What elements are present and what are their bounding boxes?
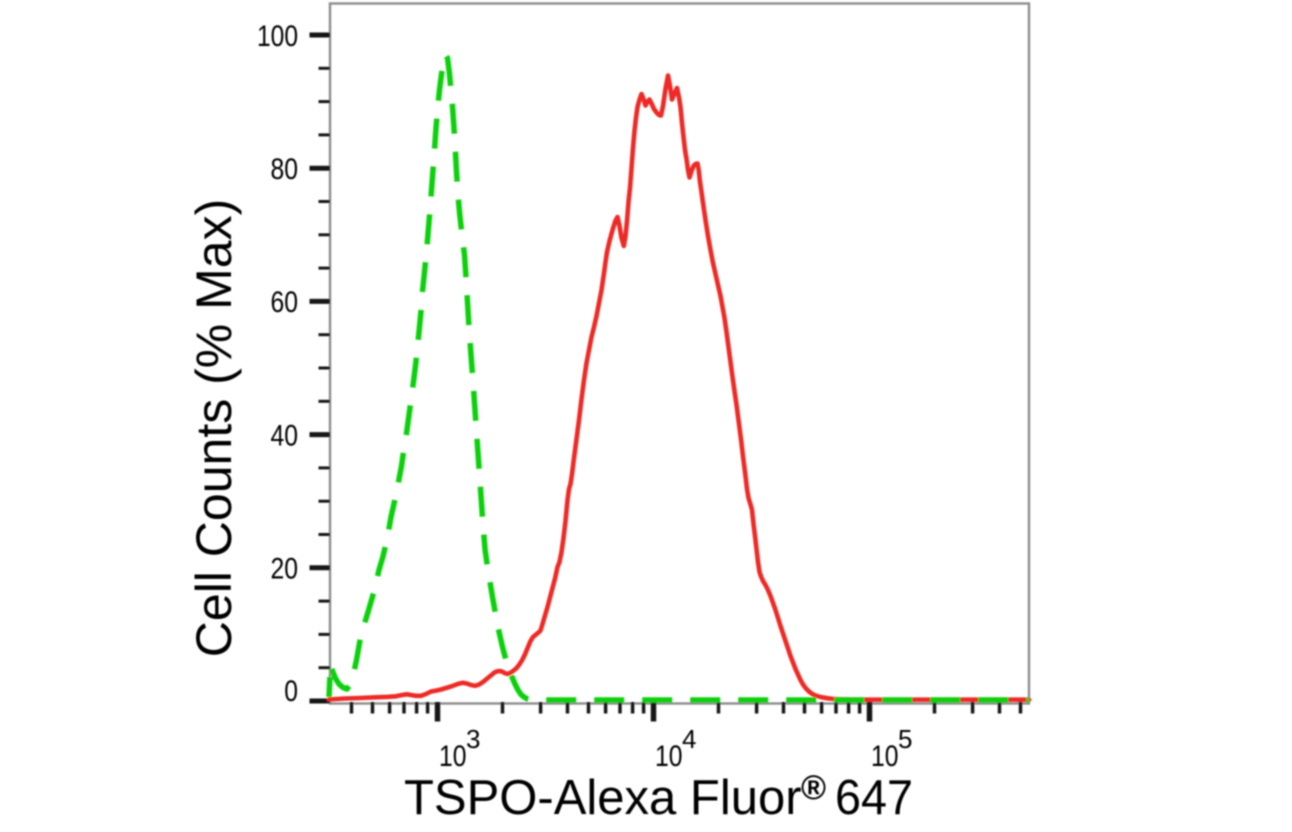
svg-text:®: ® bbox=[801, 769, 826, 807]
svg-text:40: 40 bbox=[271, 419, 299, 452]
svg-text:10: 10 bbox=[655, 740, 683, 773]
svg-text:3: 3 bbox=[466, 724, 480, 754]
svg-text:100: 100 bbox=[257, 20, 298, 53]
svg-text:647: 647 bbox=[835, 771, 913, 825]
svg-text:Cell Counts (% Max): Cell Counts (% Max) bbox=[186, 199, 242, 657]
svg-text:5: 5 bbox=[898, 724, 912, 754]
svg-text:20: 20 bbox=[271, 553, 299, 586]
svg-text:10: 10 bbox=[439, 740, 467, 773]
svg-text:TSPO-Alexa Fluor: TSPO-Alexa Fluor bbox=[404, 771, 802, 825]
svg-text:60: 60 bbox=[271, 286, 299, 319]
svg-text:0: 0 bbox=[284, 675, 298, 708]
svg-text:4: 4 bbox=[682, 724, 696, 754]
svg-text:10: 10 bbox=[871, 740, 899, 773]
svg-text:80: 80 bbox=[271, 153, 299, 186]
